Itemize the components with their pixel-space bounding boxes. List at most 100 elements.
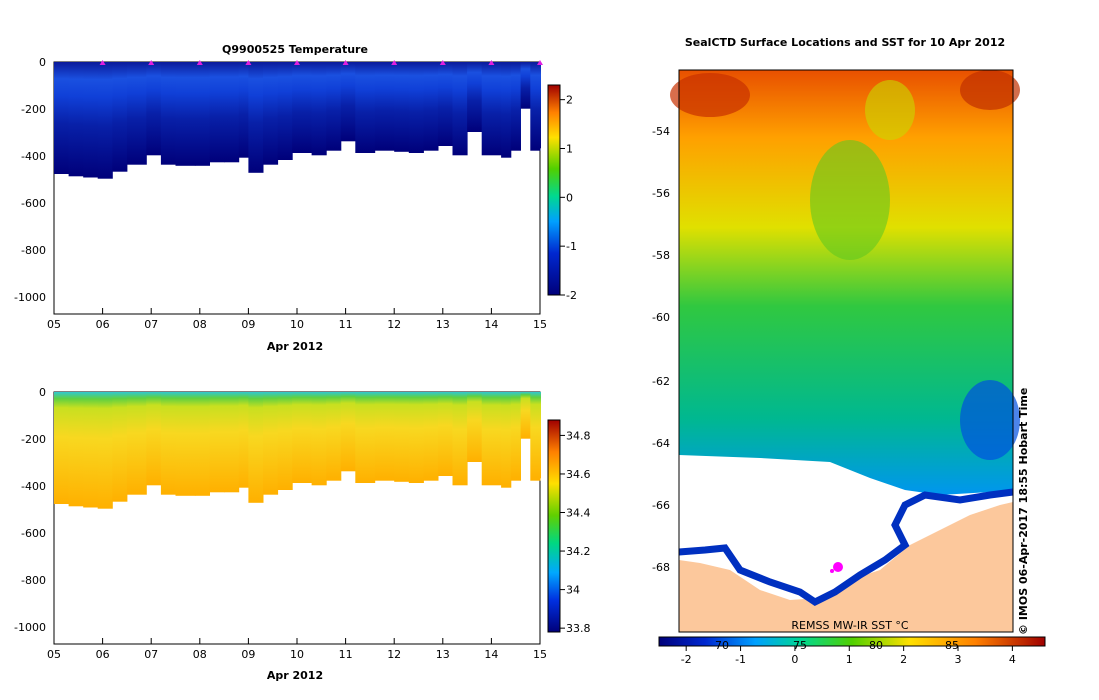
latitude-tick: -60 xyxy=(652,311,670,324)
latitude-tick: -58 xyxy=(652,249,670,262)
sst-colorbar-tick-label: 2 xyxy=(900,653,907,666)
section-column xyxy=(194,62,210,166)
x-tick-label: 07 xyxy=(144,648,158,661)
x-tick-label: 14 xyxy=(484,318,498,331)
sst-overlay-label: 75 xyxy=(793,639,807,652)
colorbar-tick-label: -1 xyxy=(566,240,577,253)
colorbar-tick-label: 33.8 xyxy=(566,622,591,635)
section-column xyxy=(248,392,264,503)
section-column xyxy=(277,392,293,490)
colorbar-tick-label: 34.4 xyxy=(566,507,591,520)
section-column xyxy=(83,392,99,508)
x-tick-label: 06 xyxy=(96,648,110,661)
salinity-x-axis: 05 06 07 08 09 10 11 12 13 14 15 xyxy=(47,638,547,661)
section-column xyxy=(238,62,249,158)
sst-warm-patch xyxy=(960,70,1020,110)
section-column xyxy=(467,62,483,132)
imos-credit: © IMOS 06-Apr-2017 18:55 Hobart Time xyxy=(1017,388,1030,635)
sst-overlay-label: 70 xyxy=(715,639,729,652)
sst-colorbar-tick-label: 3 xyxy=(955,653,962,666)
section-column xyxy=(248,62,264,173)
section-column xyxy=(146,392,162,486)
section-column xyxy=(501,62,512,158)
section-column xyxy=(510,62,521,151)
section-column xyxy=(423,392,439,481)
colorbar-tick-label: 34 xyxy=(566,584,580,597)
latitude-tick: -56 xyxy=(652,187,670,200)
temperature-x-axis: 05 06 07 08 09 10 11 12 13 14 15 xyxy=(47,308,547,331)
section-column xyxy=(224,62,240,163)
section-column xyxy=(160,62,176,165)
section-column xyxy=(97,392,113,509)
x-tick-label: 15 xyxy=(533,318,547,331)
x-tick-label: 13 xyxy=(436,648,450,661)
temperature-panel: Q9900525 Temperature 0 -200 -400 -600 -8… xyxy=(14,43,577,353)
colorbar-tick-label: 34.6 xyxy=(566,468,591,481)
sst-colorbar-tick-label: 1 xyxy=(846,653,853,666)
temperature-y-tick: -800 xyxy=(21,244,46,257)
section-column xyxy=(530,392,541,481)
x-tick-label: 09 xyxy=(241,318,255,331)
section-column xyxy=(194,392,210,496)
ice-edge-band xyxy=(678,488,1014,607)
profile-marker xyxy=(245,60,252,65)
colorbar-tick-label: 34.2 xyxy=(566,545,591,558)
x-tick-label: 13 xyxy=(436,318,450,331)
sst-colorbar-ticks: -2 -1 0 1 2 3 4 xyxy=(681,646,1016,666)
profile-marker xyxy=(342,60,349,65)
salinity-colorbar xyxy=(547,419,561,633)
x-tick-label: 05 xyxy=(47,318,61,331)
temperature-y-tick: -200 xyxy=(21,103,46,116)
sst-source-label: REMSS MW-IR SST °C xyxy=(791,619,909,632)
sst-map-frame xyxy=(678,69,1014,633)
section-column xyxy=(408,62,424,153)
section-column xyxy=(355,392,376,483)
sst-map-area xyxy=(670,69,1020,633)
section-column xyxy=(374,392,395,481)
section-column xyxy=(97,62,113,179)
colorbar-tick-label: 0 xyxy=(566,191,573,204)
x-tick-label: 09 xyxy=(241,648,255,661)
section-column xyxy=(510,392,521,481)
section-column xyxy=(54,392,70,504)
sst-map-panel: SealCTD Surface Locations and SST for 10… xyxy=(652,36,1046,666)
section-column xyxy=(263,392,279,495)
section-column xyxy=(481,392,502,486)
temperature-y-axis: 0 -200 -400 -600 -800 -1000 xyxy=(14,56,46,304)
section-column xyxy=(83,62,99,178)
section-column xyxy=(175,62,196,166)
temperature-y-tick: -400 xyxy=(21,150,46,163)
salinity-y-tick: 0 xyxy=(39,386,46,399)
salinity-data-columns xyxy=(54,392,541,509)
salinity-y-tick: -1000 xyxy=(14,621,46,634)
section-column xyxy=(292,392,312,483)
x-tick-label: 06 xyxy=(96,318,110,331)
sst-cool-tongue xyxy=(810,140,890,260)
sst-y-axis: -54 -56 -58 -60 -62 -64 -66 -68 xyxy=(652,125,670,574)
latitude-tick: -68 xyxy=(652,561,670,574)
colorbar-tick-label: 2 xyxy=(566,94,573,107)
section-column xyxy=(126,62,147,165)
section-column xyxy=(54,62,70,174)
section-column xyxy=(326,62,342,151)
sst-overlay-label: 80 xyxy=(869,639,883,652)
colorbar-tick-label: 1 xyxy=(566,142,573,155)
salinity-colorbar-ticks: 34.8 34.6 34.4 34.2 34 33.8 xyxy=(560,429,591,635)
salinity-x-label: Apr 2012 xyxy=(267,669,323,682)
salinity-y-tick: -800 xyxy=(21,574,46,587)
x-tick-label: 10 xyxy=(290,648,304,661)
x-tick-label: 07 xyxy=(144,318,158,331)
section-column xyxy=(209,62,225,163)
latitude-tick: -66 xyxy=(652,499,670,512)
section-column xyxy=(311,392,327,486)
x-tick-label: 15 xyxy=(533,648,547,661)
section-column xyxy=(112,62,128,172)
section-column xyxy=(408,392,424,483)
section-column xyxy=(340,62,356,142)
temperature-x-label: Apr 2012 xyxy=(267,340,323,353)
sst-colorbar-tick-label: -1 xyxy=(735,653,746,666)
temperature-colorbar-ticks: 2 1 0 -1 -2 xyxy=(560,94,577,302)
section-column xyxy=(146,62,162,156)
profile-marker xyxy=(294,60,300,65)
